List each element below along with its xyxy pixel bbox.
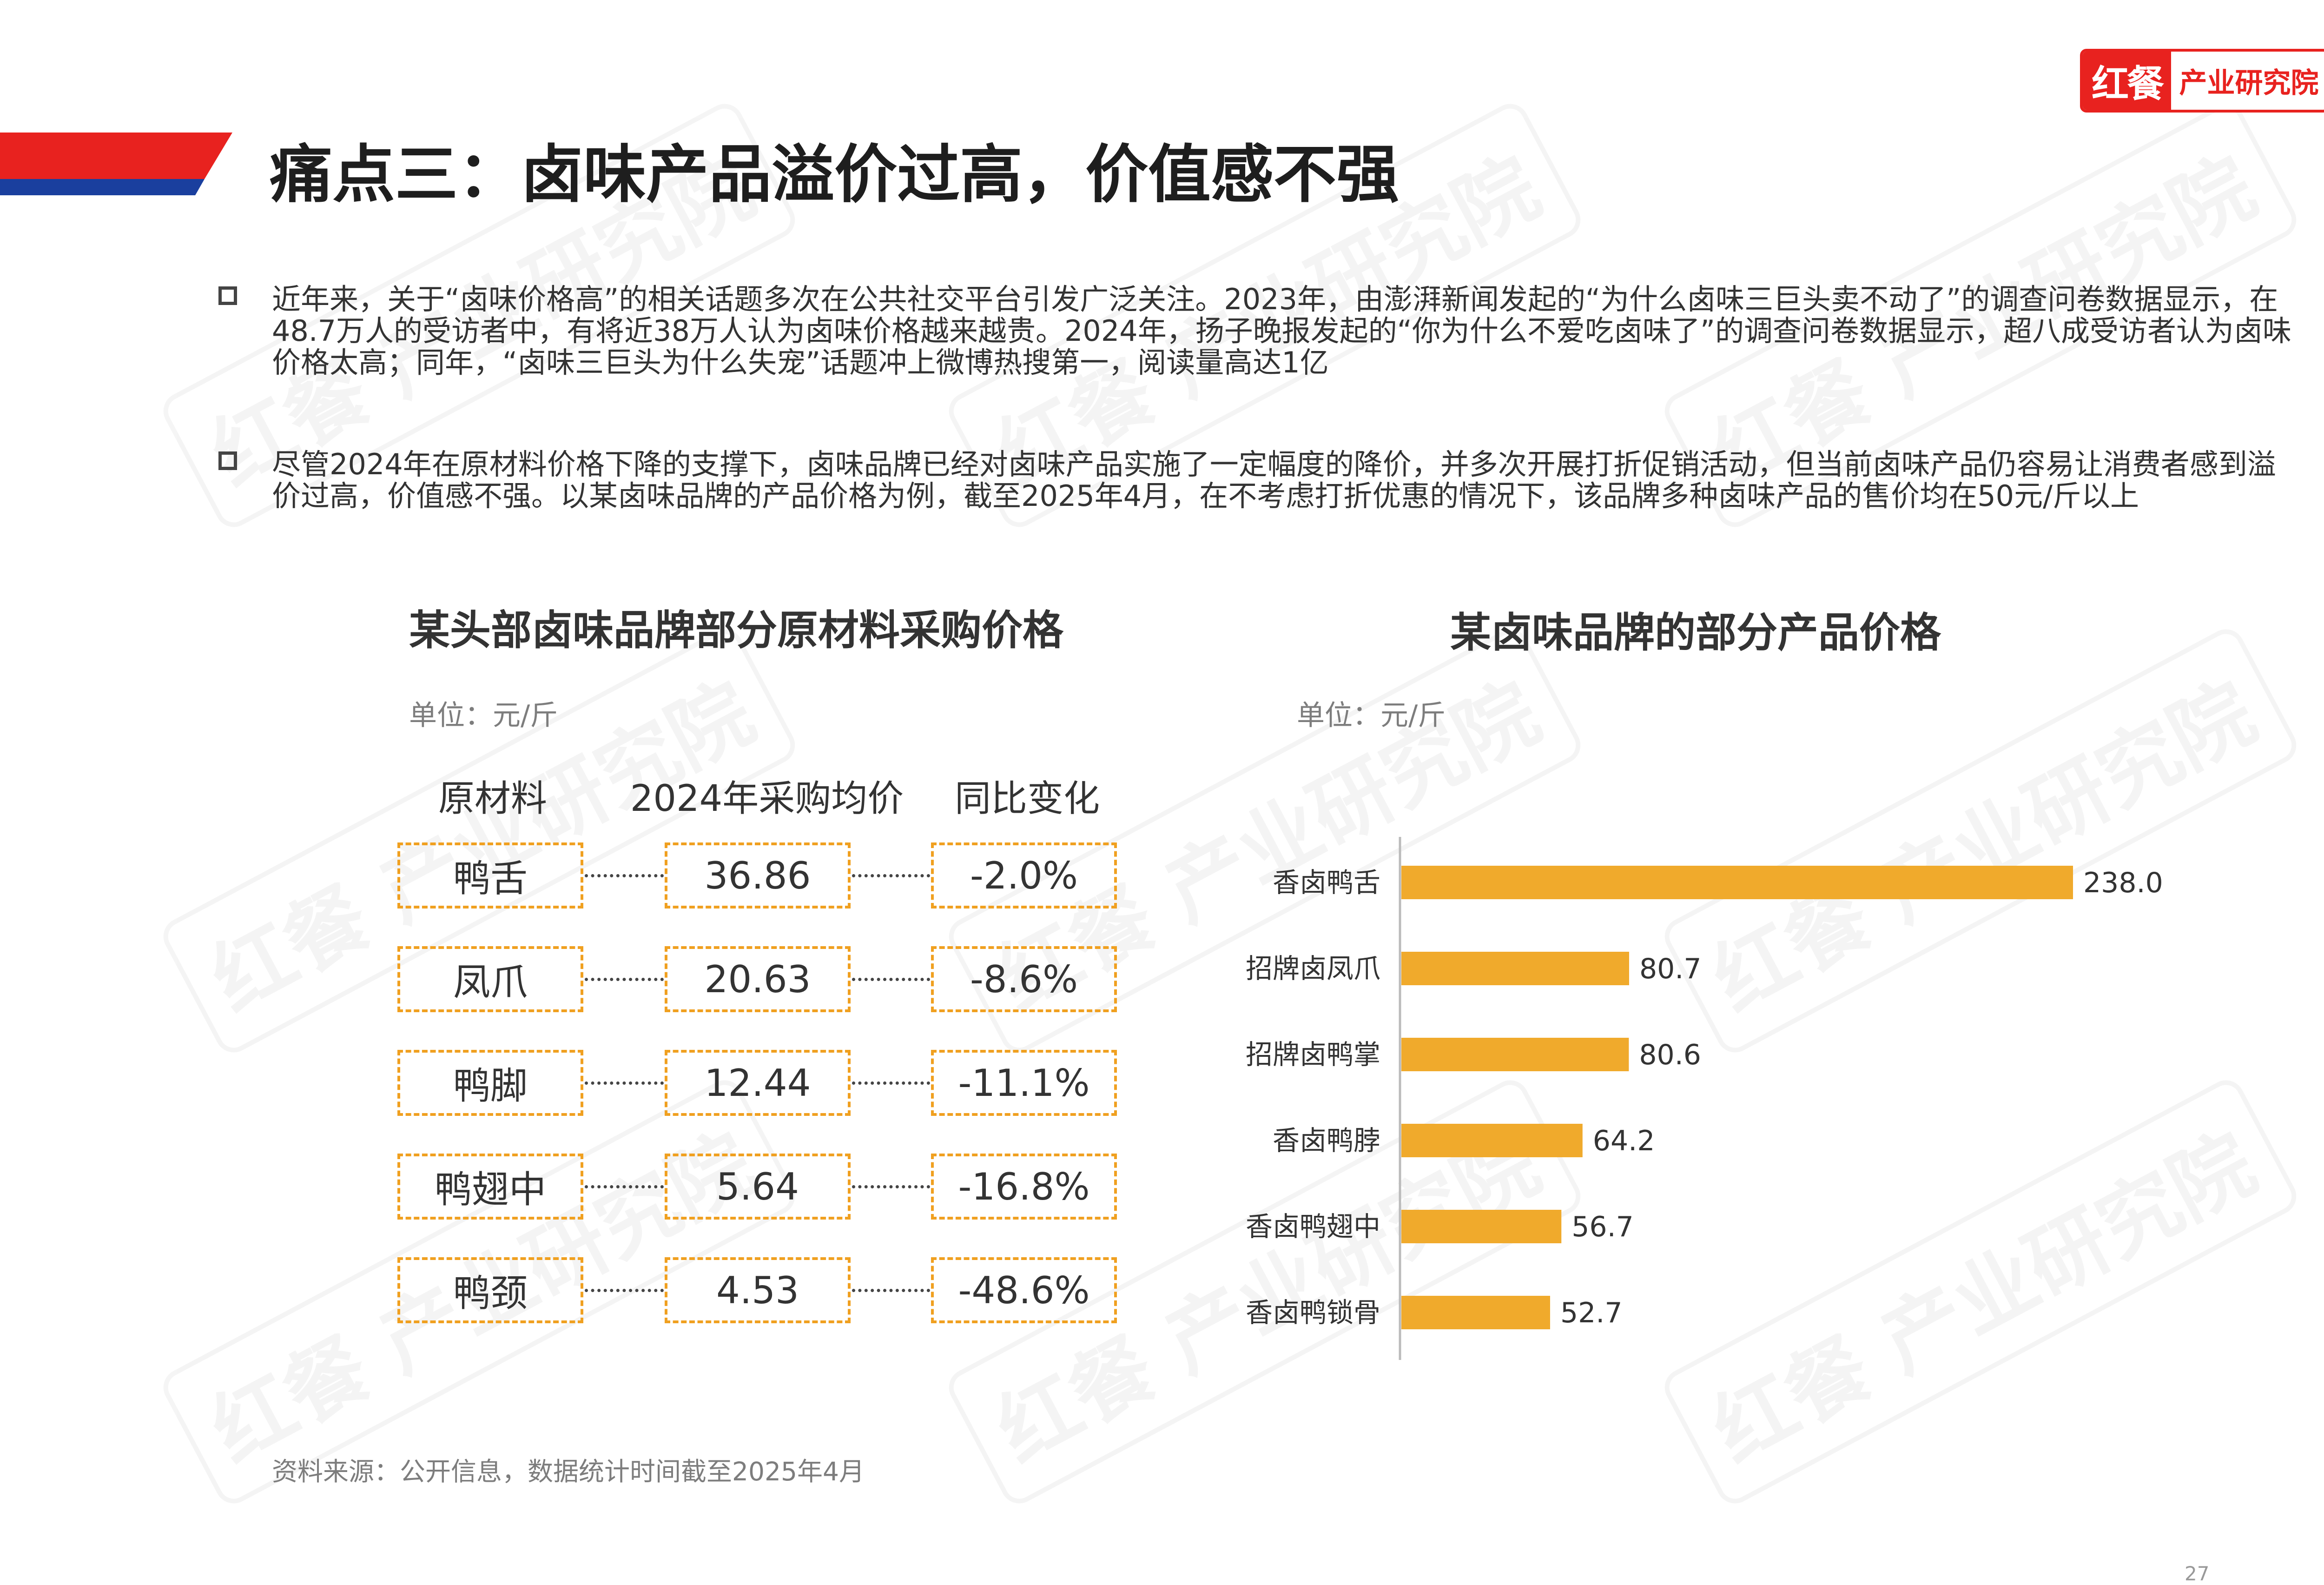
square-bullet-icon bbox=[218, 286, 237, 305]
source-note: 资料来源：公开信息，数据统计时间截至2025年4月 bbox=[272, 1457, 865, 1486]
category-label: 香卤鸭脖 bbox=[1273, 1125, 1380, 1156]
price-cell: 5.64 bbox=[665, 1154, 851, 1220]
logo-text: 产业研究院 bbox=[2179, 67, 2319, 99]
price-cell: 12.44 bbox=[665, 1050, 851, 1116]
logo-mark: 红餐 bbox=[2083, 52, 2171, 110]
bar bbox=[1401, 952, 1629, 985]
connector-dots bbox=[852, 874, 930, 877]
bullet-paragraph-2: 尽管2024年在原材料价格下降的支撑下，卤味品牌已经对卤味产品实施了一定幅度的降… bbox=[218, 447, 2294, 513]
price-cell: 4.53 bbox=[665, 1257, 851, 1323]
change-cell: -8.6% bbox=[931, 946, 1117, 1012]
bar bbox=[1401, 866, 2073, 899]
connector-dots bbox=[852, 1185, 930, 1188]
brand-logo: 红餐 产业研究院 bbox=[2080, 49, 2324, 113]
chart-title: 某卤味品牌的部分产品价格 bbox=[1450, 609, 1941, 657]
page-title: 痛点三：卤味产品溢价过高，价值感不强 bbox=[270, 138, 1399, 211]
price-cell: 20.63 bbox=[665, 946, 851, 1012]
value-label: 238.0 bbox=[2083, 867, 2163, 899]
value-label: 64.2 bbox=[1593, 1125, 1655, 1157]
change-cell: -16.8% bbox=[931, 1154, 1117, 1220]
change-cell: -2.0% bbox=[931, 842, 1117, 909]
chart-unit-label: 单位：元/斤 bbox=[1297, 699, 1446, 732]
value-label: 56.7 bbox=[1571, 1211, 1634, 1243]
category-label: 招牌卤凤爪 bbox=[1246, 953, 1380, 984]
connector-dots bbox=[585, 874, 664, 877]
connector-dots bbox=[585, 978, 664, 981]
connector-dots bbox=[585, 1289, 664, 1292]
material-cell: 鸭颈 bbox=[397, 1257, 583, 1323]
connector-dots bbox=[852, 978, 930, 981]
bar bbox=[1401, 1296, 1550, 1329]
value-label: 52.7 bbox=[1560, 1297, 1623, 1329]
page-number: 27 bbox=[2185, 1562, 2210, 1585]
col-header-price: 2024年采购均价 bbox=[630, 778, 904, 820]
bar bbox=[1401, 1124, 1583, 1157]
connector-dots bbox=[852, 1081, 930, 1085]
left-section-title: 某头部卤味品牌部分原材料采购价格 bbox=[409, 606, 1064, 654]
bullet-paragraph-1: 近年来，关于“卤味价格高”的相关话题多次在公共社交平台引发广泛关注。2023年，… bbox=[218, 282, 2294, 379]
change-cell: -11.1% bbox=[931, 1050, 1117, 1116]
material-cell: 鸭翅中 bbox=[397, 1154, 583, 1220]
col-header-material: 原材料 bbox=[438, 778, 547, 820]
category-label: 香卤鸭锁骨 bbox=[1246, 1297, 1380, 1328]
connector-dots bbox=[585, 1081, 664, 1085]
bullet-text: 尽管2024年在原材料价格下降的支撑下，卤味品牌已经对卤味产品实施了一定幅度的降… bbox=[272, 447, 2276, 513]
value-label: 80.6 bbox=[1639, 1039, 1701, 1071]
category-label: 香卤鸭翅中 bbox=[1246, 1211, 1380, 1242]
change-cell: -48.6% bbox=[931, 1257, 1117, 1323]
material-cell: 凤爪 bbox=[397, 946, 583, 1012]
col-header-change: 同比变化 bbox=[954, 778, 1100, 820]
left-unit-label: 单位：元/斤 bbox=[409, 699, 558, 732]
category-label: 香卤鸭舌 bbox=[1273, 867, 1380, 898]
bar bbox=[1401, 1210, 1562, 1243]
value-label: 80.7 bbox=[1639, 953, 1702, 985]
square-bullet-icon bbox=[218, 451, 237, 470]
title-accent-bar bbox=[0, 133, 232, 195]
bar bbox=[1401, 1038, 1629, 1071]
material-cell: 鸭脚 bbox=[397, 1050, 583, 1116]
category-label: 招牌卤鸭掌 bbox=[1246, 1039, 1380, 1070]
bullet-text: 近年来，关于“卤味价格高”的相关话题多次在公共社交平台引发广泛关注。2023年，… bbox=[272, 282, 2291, 379]
bar-chart: 香卤鸭舌 238.0 招牌卤凤爪 80.7 招牌卤鸭掌 80.6 香卤鸭脖 64.2 香卤鸭翅中… bbox=[1246, 837, 2163, 1360]
connector-dots bbox=[585, 1185, 664, 1188]
price-cell: 36.86 bbox=[665, 842, 851, 909]
material-cell: 鸭舌 bbox=[397, 842, 583, 909]
connector-dots bbox=[852, 1289, 930, 1292]
